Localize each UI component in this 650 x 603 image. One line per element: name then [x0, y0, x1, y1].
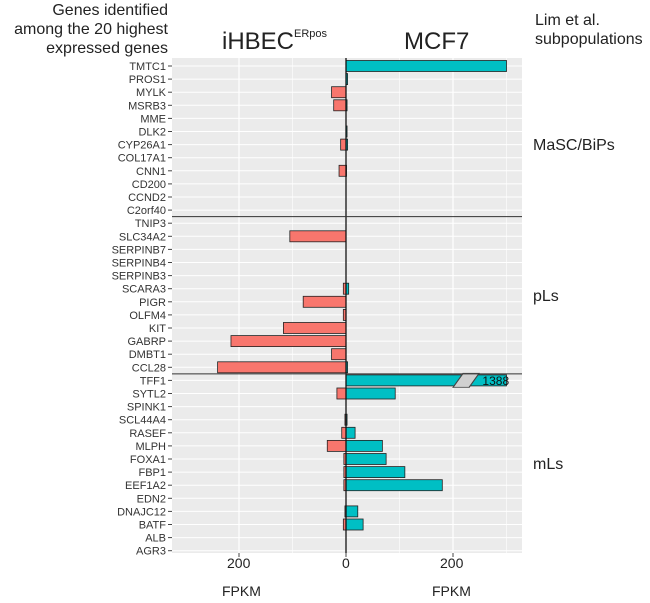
- x-tick-label: 0: [342, 555, 350, 571]
- group-label-masc: MaSC/BiPs: [533, 137, 615, 154]
- right-header-line: Lim et al.: [535, 12, 600, 29]
- category-label: COL17A1: [118, 153, 166, 165]
- bar-ihbec: [302, 295, 347, 308]
- category-label: ALB: [145, 533, 166, 545]
- bar-mcf7: [345, 505, 359, 518]
- category-label: FBP1: [138, 467, 166, 479]
- group-label-pls: pLs: [533, 288, 559, 305]
- category-label: MLPH: [135, 441, 166, 453]
- x-axis-label-right: FPKM: [432, 583, 471, 599]
- category-label: PROS1: [129, 74, 166, 86]
- bar-mcf7: [345, 387, 396, 400]
- category-label: RASEF: [129, 428, 166, 440]
- category-label: AGR3: [136, 546, 166, 558]
- category-label: CCL28: [132, 362, 166, 374]
- bar-ihbec: [283, 322, 347, 334]
- bar-ihbec: [331, 348, 347, 361]
- category-label: PIGR: [139, 297, 166, 309]
- category-label: TMTC1: [129, 61, 166, 73]
- x-tick-label: 200: [440, 555, 464, 571]
- category-label: SERPINB7: [112, 244, 166, 256]
- category-label: CD200: [132, 179, 166, 191]
- bar-ihbec: [336, 387, 347, 400]
- bar-mcf7: [345, 60, 507, 72]
- left-header-line: expressed genes: [46, 40, 168, 57]
- x-axis-label-left: FPKM: [222, 583, 261, 599]
- category-label: DNAJC12: [117, 506, 166, 518]
- category-label: TNIP3: [135, 218, 166, 230]
- category-label: SCARA3: [122, 284, 166, 296]
- bar-mcf7: [345, 453, 387, 465]
- bar-mcf7: [345, 466, 406, 479]
- category-label: DLK2: [138, 127, 166, 139]
- category-label: CCND2: [128, 192, 166, 204]
- bar-ihbec: [217, 361, 347, 374]
- category-label: MYLK: [136, 87, 167, 99]
- bar-ihbec: [331, 86, 347, 99]
- ihbec-title-sup: ERpos: [294, 28, 328, 40]
- ihbec-title-text: iHBEC: [222, 28, 295, 55]
- tff1-value-label: 1388: [482, 374, 509, 388]
- category-label: SERPINB4: [112, 258, 166, 270]
- bar-ihbec: [338, 164, 347, 177]
- category-label: FOXA1: [130, 454, 166, 466]
- left-header-line: Genes identified: [52, 2, 168, 19]
- category-label: KIT: [149, 323, 166, 335]
- category-label: EEF1A2: [125, 480, 166, 492]
- x-tick-label: 200: [227, 555, 251, 571]
- bar-mcf7: [345, 439, 383, 452]
- category-label: MME: [140, 113, 166, 125]
- group-label-mls: mLs: [533, 456, 564, 473]
- mcf7-title: MCF7: [404, 28, 470, 55]
- category-label: CNN1: [136, 166, 166, 178]
- ihbec-title: iHBECERpos: [222, 28, 327, 56]
- category-label: BATF: [139, 520, 167, 532]
- bar-mcf7: [345, 518, 364, 531]
- bar-ihbec: [230, 335, 347, 348]
- category-label: MSRB3: [128, 100, 166, 112]
- left-header: Genes identified among the 20 highest ex…: [4, 1, 168, 58]
- right-header-line: subpopulations: [535, 31, 643, 48]
- category-label: SCL44A4: [119, 415, 166, 427]
- category-label: GABRP: [127, 336, 166, 348]
- axis-break-mark: [452, 373, 464, 388]
- category-label: OLFM4: [129, 310, 166, 322]
- category-label: CYP26A1: [118, 140, 166, 152]
- right-header: Lim et al. subpopulations: [535, 11, 643, 49]
- bar-mcf7: [345, 426, 356, 439]
- bar-mcf7: [345, 479, 443, 492]
- bar-ihbec: [340, 138, 347, 151]
- left-header-line: among the 20 highest: [14, 21, 168, 38]
- category-label: TFF1: [140, 375, 166, 387]
- axis-break-mark: [468, 373, 480, 388]
- bar-ihbec: [333, 99, 347, 112]
- category-label: EDN2: [137, 493, 166, 505]
- bar-ihbec: [289, 230, 347, 243]
- category-label: C2orf40: [127, 205, 166, 217]
- category-label: SYTL2: [132, 389, 166, 401]
- bar-ihbec: [326, 439, 347, 452]
- category-label: SPINK1: [127, 402, 166, 414]
- category-label: DMBT1: [129, 349, 166, 361]
- category-label: SLC34A2: [119, 231, 166, 243]
- category-label: SERPINB3: [112, 271, 166, 283]
